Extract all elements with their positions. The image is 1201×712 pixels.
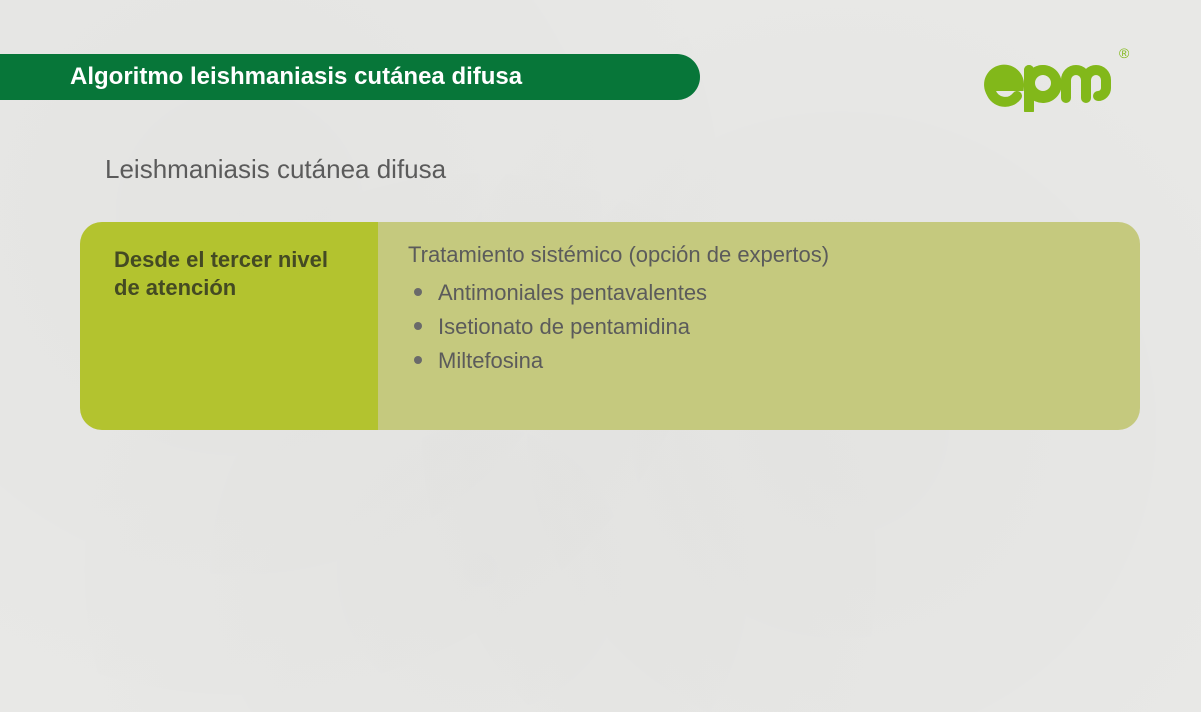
- page-title: Algoritmo leishmaniasis cutánea difusa: [70, 63, 522, 91]
- panel-right-content: Tratamiento sistémico (opción de experto…: [378, 222, 1140, 430]
- list-item: Miltefosina: [414, 344, 1110, 378]
- list-item: Isetionato de pentamidina: [414, 310, 1110, 344]
- treatment-panel: Desde el tercer nivel de atención Tratam…: [80, 222, 1140, 430]
- registered-mark: ®: [1119, 45, 1130, 61]
- section-subtitle: Leishmaniasis cutánea difusa: [105, 154, 446, 185]
- page-title-pill: Algoritmo leishmaniasis cutánea difusa: [0, 54, 700, 100]
- list-item: Antimoniales pentavalentes: [414, 276, 1110, 310]
- treatment-lead: Tratamiento sistémico (opción de experto…: [408, 242, 1110, 268]
- treatment-list: Antimoniales pentavalentes Isetionato de…: [408, 276, 1110, 378]
- brand-logo: ®: [971, 42, 1131, 112]
- panel-left-label: Desde el tercer nivel de atención: [80, 222, 378, 430]
- epm-logo-icon: ®: [971, 42, 1131, 112]
